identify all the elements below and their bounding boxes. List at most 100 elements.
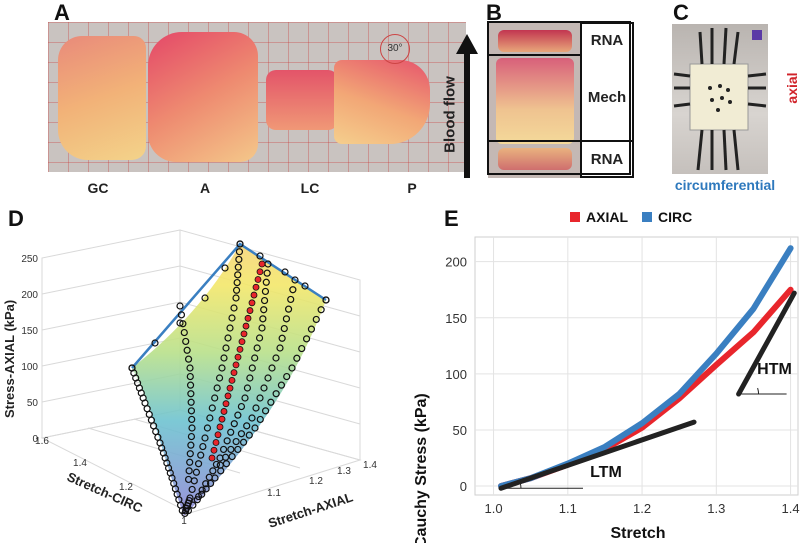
d-z-ticks: 0 50 100 150 200 250	[21, 254, 38, 445]
experimental-point	[298, 344, 306, 353]
experimental-point	[186, 364, 194, 372]
region-rna-bottom: RNA	[580, 140, 634, 178]
experimental-point	[194, 460, 203, 468]
tissue-square	[496, 58, 574, 144]
experimental-point	[277, 381, 286, 389]
experimental-point	[213, 384, 221, 392]
equibiaxial-point	[250, 291, 258, 299]
e-ytick-label: 100	[445, 367, 467, 382]
equibiaxial-point	[224, 392, 232, 400]
experimental-point	[256, 252, 264, 260]
d-ztick-label: 200	[21, 290, 38, 301]
panel-e-label: E	[444, 206, 459, 231]
experimental-point	[260, 296, 269, 305]
experimental-point	[235, 255, 243, 264]
d-ztick-label: 0	[32, 434, 38, 445]
experimental-point	[184, 355, 193, 363]
experimental-point	[233, 278, 241, 287]
experimental-point	[272, 354, 280, 362]
experimental-point	[206, 414, 214, 422]
d-y-ticks: 1.1 1.2 1.3 1.4	[267, 460, 377, 499]
experimental-point	[209, 467, 217, 475]
experimental-point	[187, 390, 195, 398]
d-xtick-label: 1.6	[35, 436, 49, 447]
experimental-point	[230, 304, 238, 312]
experimental-point	[182, 337, 190, 346]
fit-line-htm	[736, 290, 797, 397]
experimental-point	[187, 432, 196, 441]
experimental-point	[211, 394, 219, 402]
d-x-ticks: 1.6 1.4 1.2 1	[35, 436, 187, 527]
legend-axial-label: AXIAL	[586, 209, 628, 225]
experimental-point	[189, 501, 197, 509]
experimental-point	[262, 278, 270, 286]
experimental-point	[264, 374, 272, 382]
experimental-point	[128, 364, 136, 372]
experimental-point	[202, 480, 210, 488]
e-xtick-label: 1.4	[782, 501, 800, 516]
equibiaxial-point	[248, 299, 256, 307]
experimental-point	[226, 324, 234, 332]
experimental-point	[184, 475, 193, 484]
experimental-point	[223, 437, 231, 445]
experimental-point	[234, 411, 242, 419]
e-gridlines	[475, 237, 798, 495]
experimental-point	[283, 372, 291, 381]
equibiaxial-point	[212, 439, 220, 446]
angle-arc	[757, 387, 760, 395]
biaxial-rig-photo	[672, 24, 768, 174]
experimental-point	[301, 282, 309, 290]
protractor-marker: 30°	[380, 34, 410, 64]
experimental-point	[179, 320, 187, 328]
d-xtick-label: 1	[181, 516, 187, 527]
panel-b-frame	[487, 21, 631, 175]
region-divider-bottom	[488, 140, 580, 142]
experimental-point	[215, 374, 224, 382]
d-ztick-label: 150	[21, 326, 38, 337]
experimental-point	[248, 414, 256, 422]
experimental-point	[312, 315, 320, 324]
experimental-point	[218, 364, 226, 372]
experimental-point	[256, 415, 264, 424]
equibiaxial-point	[238, 338, 246, 345]
d-ytick-label: 1.4	[363, 460, 377, 471]
experimental-point	[322, 296, 330, 304]
e-ytick-label: 50	[453, 423, 467, 438]
experimental-point	[246, 374, 254, 382]
experimental-point	[232, 294, 240, 302]
experimental-point	[281, 268, 289, 276]
d-xtick-label: 1.2	[119, 482, 133, 493]
experimental-point	[219, 445, 228, 454]
experimental-point	[288, 364, 296, 372]
tissue-photo-b	[488, 22, 580, 178]
equibiaxial-point	[234, 353, 242, 361]
experimental-point	[227, 428, 235, 436]
e-plot-area	[474, 236, 799, 496]
tissue-strip-bottom	[498, 148, 572, 170]
experimental-point	[307, 325, 316, 333]
equibiaxial-point	[210, 446, 218, 454]
experimental-point	[187, 398, 195, 406]
experimental-point	[187, 441, 195, 449]
experimental-point	[255, 334, 264, 342]
equibiaxial-point	[240, 330, 248, 338]
experimental-point	[205, 473, 213, 481]
blood-flow-label: Blood flow	[441, 76, 459, 153]
experimental-point	[234, 263, 242, 271]
experimental-point	[224, 334, 232, 342]
experimental-point	[248, 364, 256, 372]
fit-line-ltm	[498, 419, 697, 491]
e-fit-lines	[498, 290, 797, 491]
experimental-point	[202, 485, 210, 493]
legend-circ-swatch	[642, 212, 652, 222]
experimental-point	[186, 458, 194, 466]
experimental-point	[177, 311, 186, 319]
equibiaxial-point	[256, 268, 264, 276]
experimental-point	[237, 430, 246, 438]
e-ylabel: Cauchy Stress (kPa)	[413, 393, 430, 543]
segment-label-a: A	[199, 180, 211, 196]
experimental-point	[221, 264, 229, 272]
experimental-point	[188, 415, 196, 424]
segment-label-lc: LC	[300, 180, 320, 196]
experimental-point	[236, 240, 244, 248]
